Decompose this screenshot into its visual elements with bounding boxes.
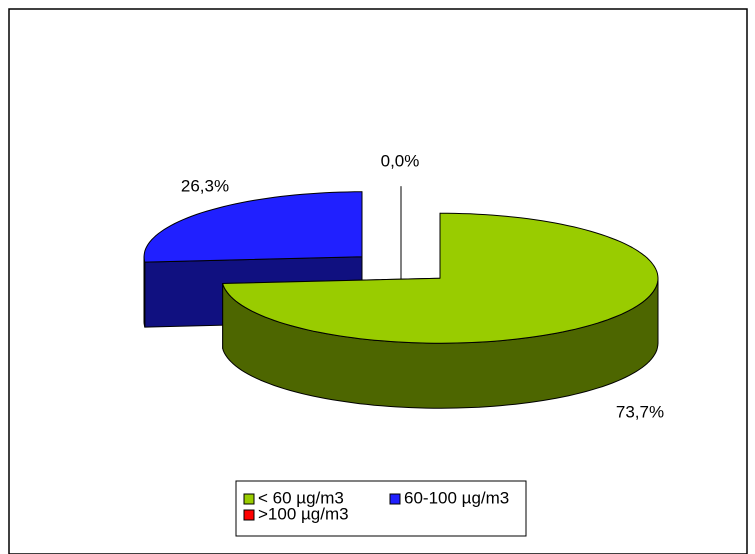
data-label: 0,0% xyxy=(381,151,420,170)
legend-label: >100 µg/m3 xyxy=(258,504,349,523)
legend-box xyxy=(235,480,527,537)
data-label: 73,7% xyxy=(616,402,664,421)
slice-side xyxy=(143,256,146,328)
slice-top xyxy=(143,191,363,263)
legend-label: < 60 µg/m3 xyxy=(258,488,344,507)
legend-swatch xyxy=(389,493,401,505)
data-label: 26,3% xyxy=(181,176,229,195)
legend-swatch xyxy=(243,509,255,521)
slice-top xyxy=(222,212,659,344)
legend-swatch xyxy=(243,493,255,505)
legend-label: 60-100 µg/m3 xyxy=(404,488,509,507)
